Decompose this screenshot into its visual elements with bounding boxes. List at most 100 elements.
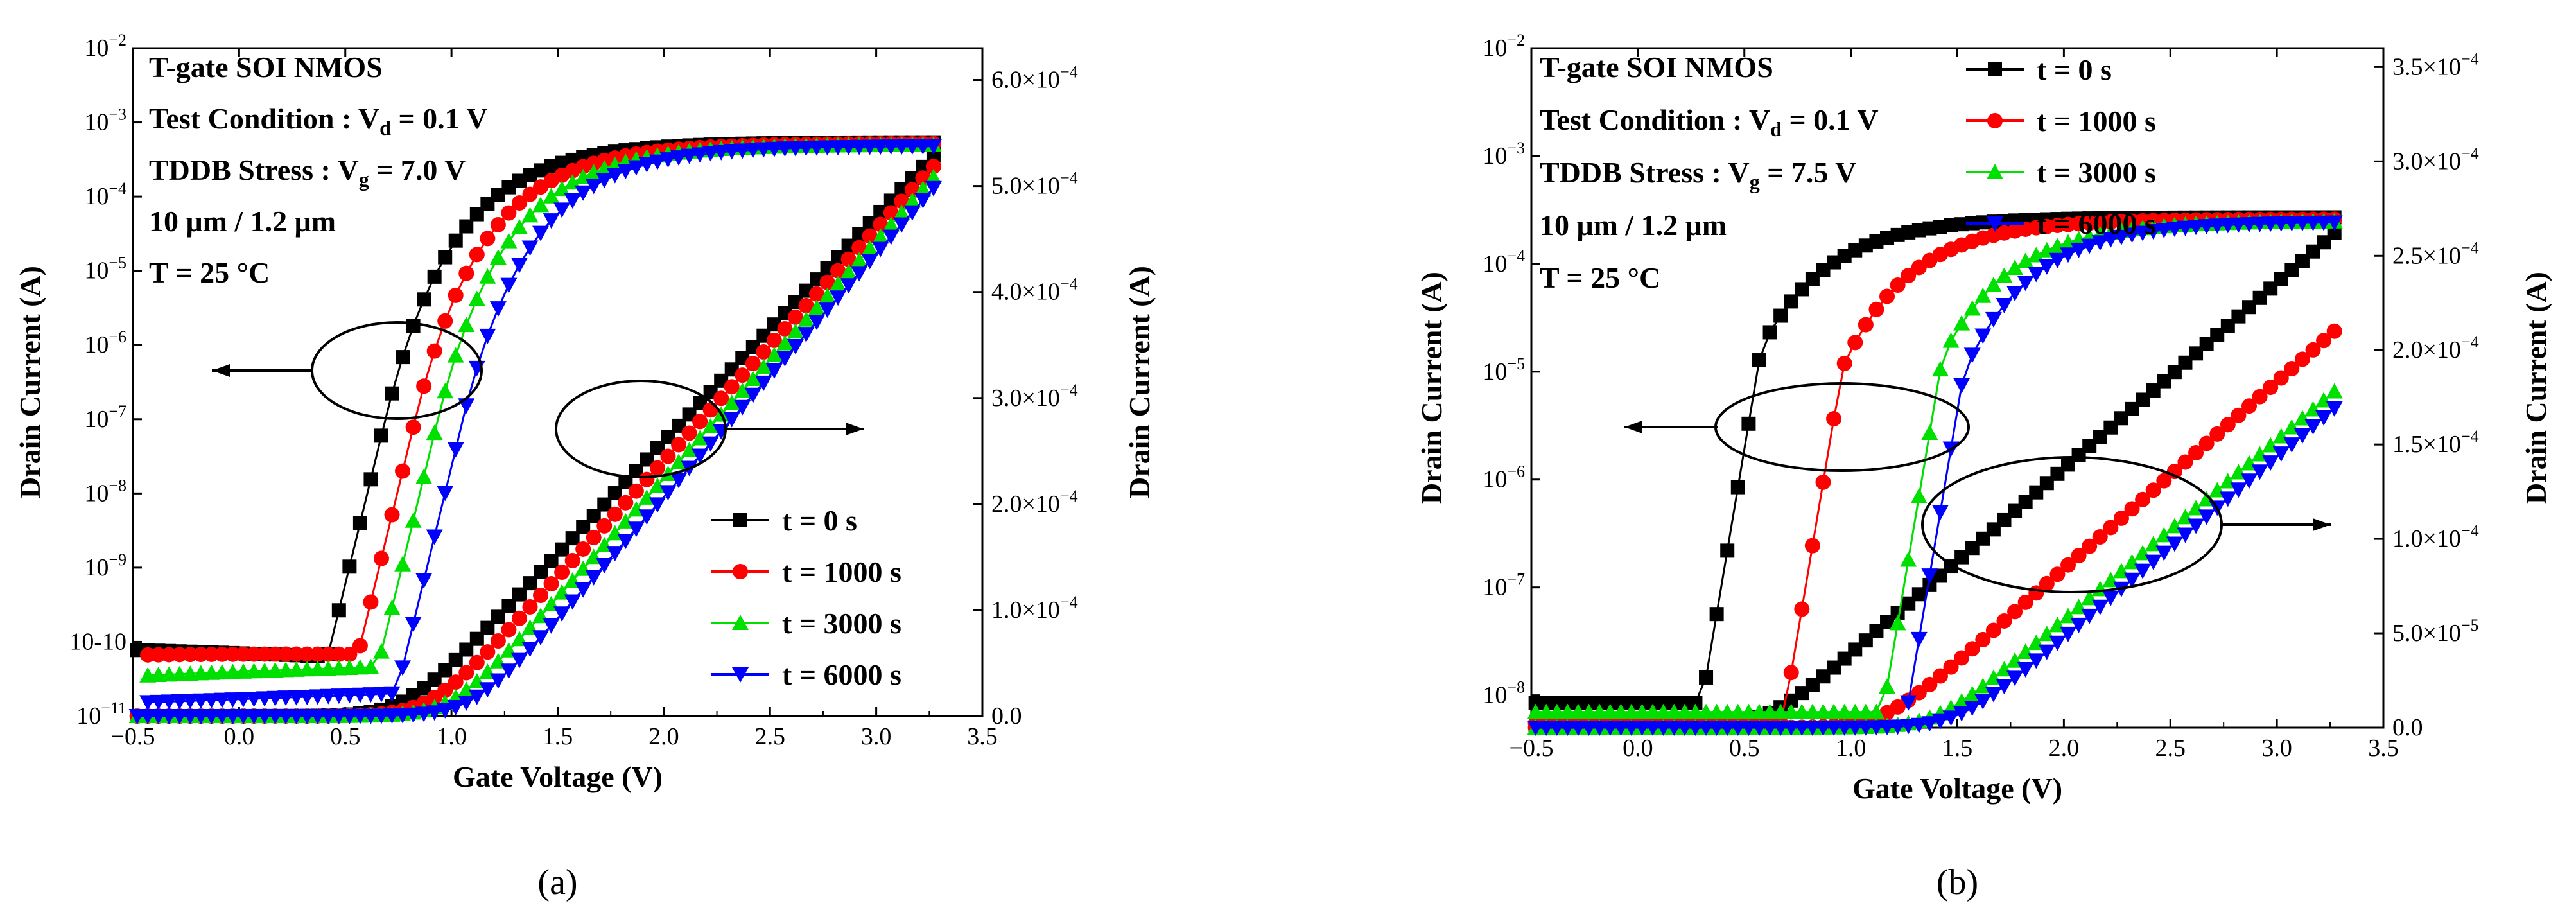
lin-data-point (1601, 721, 1619, 736)
legend-marker (1987, 216, 2003, 232)
lin-data-point (692, 430, 709, 446)
log-data-point (405, 512, 422, 528)
legend-label: t = 3000 s (782, 607, 901, 640)
log-data-point (893, 139, 910, 155)
log-data-point (1624, 696, 1639, 710)
lin-data-point (872, 228, 889, 244)
log-data-point (523, 168, 537, 182)
lin-data-point (607, 506, 623, 522)
log-data-point (1795, 282, 1809, 297)
lin-data-point (660, 448, 676, 464)
lin-data-point (480, 620, 495, 635)
lin-data-point (903, 192, 921, 208)
lin-data-point (628, 483, 644, 499)
log-data-point (1580, 703, 1597, 719)
log-data-point (330, 688, 347, 705)
lin-data-point (638, 489, 656, 505)
lin-data-point (894, 193, 910, 209)
log-data-point (437, 313, 453, 329)
log-data-point (648, 154, 666, 170)
lin-data-point (809, 286, 825, 302)
log-data-point (363, 594, 379, 610)
y-left-tick-label: 10−4 (1483, 247, 1525, 277)
lin-data-point (606, 546, 623, 562)
log-data-point (1815, 474, 1831, 490)
lin-data-point (2304, 419, 2322, 435)
lin-data-point (544, 554, 559, 568)
x-tick-label: 0.0 (224, 723, 255, 750)
log-data-point (808, 140, 826, 156)
lin-data-point (819, 302, 836, 319)
log-data-point (1720, 543, 1735, 558)
lin-data-point (670, 473, 688, 489)
log-data-point (543, 213, 560, 229)
lin-data-point (501, 622, 517, 638)
log-data-point (489, 301, 507, 317)
lin-data-point (2071, 448, 2086, 462)
log-data-point (1931, 505, 1949, 521)
lin-data-point (1538, 721, 1555, 736)
lin-data-point (2252, 389, 2268, 405)
lin-data-point (1623, 721, 1640, 736)
lin-data-point (586, 509, 601, 523)
lin-data-point (480, 644, 496, 660)
log-data-point (734, 143, 751, 159)
log-data-point (171, 694, 188, 710)
log-data-point (426, 343, 442, 359)
log-data-point (1592, 696, 1607, 710)
lin-data-point (2060, 557, 2076, 573)
lin-data-point (341, 708, 358, 724)
lin-data-point (702, 402, 718, 418)
lin-data-point (1965, 541, 1980, 556)
lin-data-point (351, 708, 369, 724)
lin-data-point (2305, 342, 2321, 358)
lin-data-point (840, 251, 857, 267)
lin-data-point (2272, 446, 2290, 462)
log-data-point (1623, 703, 1640, 719)
lin-data-point (1548, 721, 1565, 736)
lin-data-point (1772, 720, 1789, 736)
y-right-tick-label: 1.5×10−4 (2392, 427, 2479, 458)
log-data-point (1752, 353, 1766, 368)
log-data-point (1666, 703, 1683, 719)
x-tick-label: 1.0 (436, 723, 467, 750)
legend-marker (1987, 113, 2003, 128)
lin-data-point (534, 565, 548, 579)
lin-series-line (1535, 232, 2335, 729)
log-data-point (1827, 255, 1841, 270)
lin-data-point (1996, 679, 2013, 695)
lin-data-point (330, 708, 347, 724)
lin-data-point (2209, 426, 2225, 442)
lin-data-point (670, 453, 688, 469)
lin-data-point (766, 333, 782, 348)
log-data-point (861, 139, 878, 155)
lin-data-point (2326, 401, 2343, 417)
lin-data-point (2029, 485, 2044, 500)
lin-data-point (2145, 554, 2162, 570)
x-tick-label: 2.0 (2049, 735, 2080, 762)
annotation-arrow-head (2313, 518, 2331, 531)
log-data-point (2060, 247, 2077, 263)
lin-data-point (437, 683, 453, 699)
lin-data-point (2241, 300, 2256, 315)
lin-data-point (2326, 383, 2343, 399)
log-data-point (1901, 268, 1917, 284)
log-data-point (245, 691, 263, 707)
log-data-point (1676, 703, 1693, 719)
lin-data-point (618, 495, 634, 511)
log-data-point (1687, 703, 1704, 719)
lin-data-point (1612, 721, 1630, 736)
annotation-text: T-gate SOI NMOS (1540, 51, 1773, 83)
lin-data-point (489, 673, 507, 689)
log-data-point (2017, 276, 2034, 292)
lin-data-point (2199, 337, 2214, 351)
log-data-point (882, 139, 900, 155)
lin-data-point (2178, 355, 2193, 370)
legend-marker (1988, 62, 2002, 76)
log-data-point (394, 556, 412, 572)
lin-data-point (1569, 721, 1587, 736)
log-data-point (341, 688, 358, 704)
lin-data-point (555, 542, 570, 557)
log-data-point (1560, 696, 1575, 710)
lin-data-point (649, 460, 665, 476)
